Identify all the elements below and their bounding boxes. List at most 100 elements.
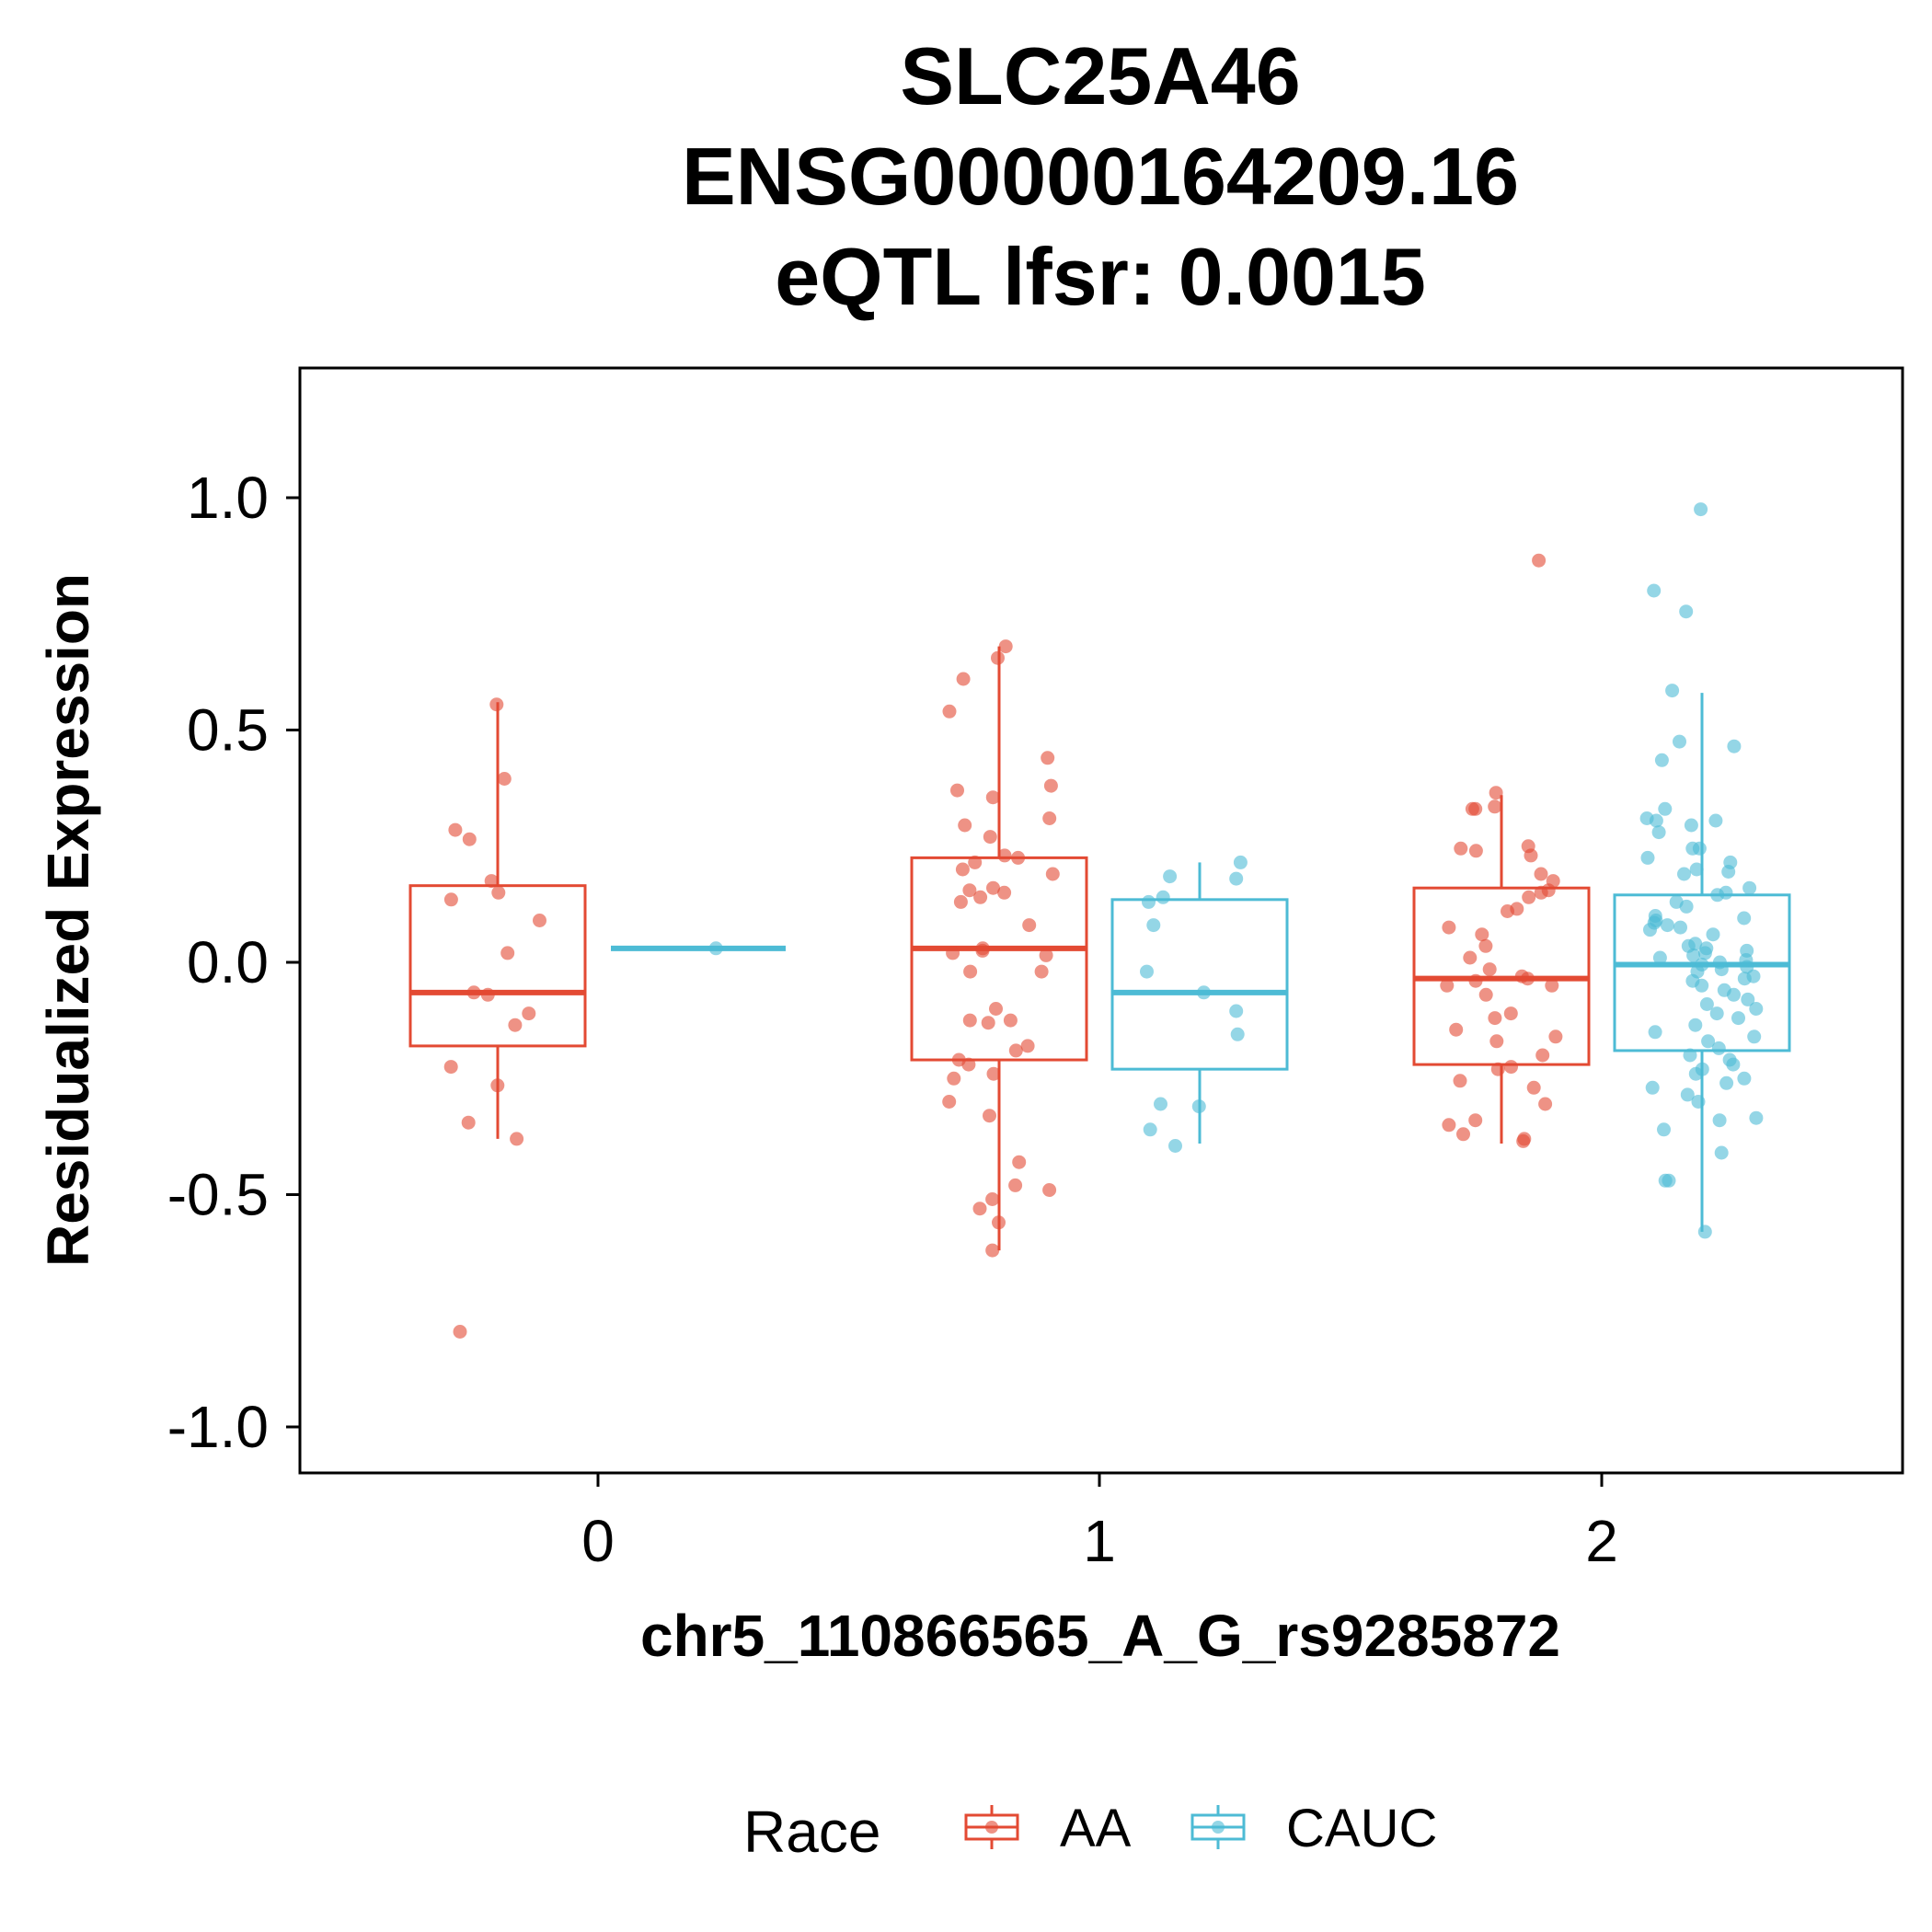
x-axis: 0 1 2 (581, 1473, 1618, 1574)
data-point-aa (975, 943, 990, 958)
data-point-aa (1516, 1133, 1531, 1148)
data-point-aa (992, 1215, 1006, 1230)
data-point-aa (986, 1066, 1001, 1081)
data-point-cauc (1679, 899, 1694, 914)
data-point-aa (1535, 1048, 1550, 1063)
data-point-aa (989, 1002, 1003, 1016)
data-point-aa (1442, 1118, 1456, 1133)
data-point-aa (972, 1202, 987, 1216)
data-point-aa (1534, 867, 1548, 881)
data-point-cauc (1741, 992, 1755, 1006)
legend: Race AA CAUC (743, 1799, 1437, 1865)
data-point-cauc (1726, 1057, 1741, 1072)
data-point-aa (1453, 1074, 1467, 1088)
data-point-aa (1468, 973, 1483, 988)
data-point-aa (466, 985, 481, 1000)
legend-key-cauc (1190, 1805, 1246, 1849)
data-point-aa (1020, 1039, 1035, 1053)
data-point-aa (1012, 1155, 1027, 1169)
data-point-cauc (1695, 978, 1709, 993)
data-point-aa (1478, 938, 1493, 953)
data-point-cauc (1684, 818, 1698, 833)
data-point-cauc (1233, 855, 1248, 869)
data-point-cauc (1649, 813, 1663, 828)
data-point-aa (1008, 1178, 1023, 1192)
data-point-aa (985, 790, 1000, 805)
data-point-cauc (1721, 865, 1736, 879)
data-point-cauc (1168, 1139, 1182, 1153)
data-point-aa (1504, 1060, 1518, 1075)
data-point-aa (480, 987, 495, 1002)
data-point-cauc (1673, 734, 1686, 749)
data-point-aa (955, 862, 970, 877)
data-point-cauc (1645, 1080, 1660, 1095)
data-point-aa (510, 1132, 524, 1146)
data-point-cauc (1640, 850, 1655, 865)
data-point-cauc (1697, 946, 1712, 960)
data-point-aa (962, 1013, 977, 1028)
data-point-aa (1478, 987, 1493, 1002)
data-point-cauc (1677, 867, 1691, 881)
data-point-cauc (1749, 1002, 1764, 1016)
box-aa-0 (408, 702, 587, 1139)
data-point-cauc (1747, 1029, 1762, 1044)
y-tick-label: 1.0 (187, 465, 269, 531)
data-point-aa (443, 1060, 458, 1075)
data-point-aa (1522, 890, 1536, 904)
data-point-cauc (1647, 583, 1662, 598)
data-point-aa (958, 818, 972, 833)
data-point-aa (981, 1016, 995, 1030)
data-point-cauc (1660, 918, 1674, 933)
data-point-aa (961, 1057, 976, 1072)
data-point-aa (1503, 1006, 1518, 1021)
data-point-aa (985, 1192, 1000, 1206)
data-point-aa (1501, 904, 1514, 918)
data-point-aa (1475, 927, 1489, 942)
data-point-cauc (1163, 869, 1178, 884)
data-point-cauc (1737, 972, 1752, 986)
data-point-aa (1468, 1113, 1483, 1128)
data-point-aa (489, 697, 504, 712)
data-point-aa (997, 848, 1012, 863)
data-point-cauc (1697, 1225, 1712, 1239)
data-point-cauc (1711, 1041, 1726, 1055)
data-point-aa (490, 1078, 505, 1093)
legend-label-aa: AA (1060, 1799, 1132, 1858)
data-point-aa (950, 783, 964, 798)
data-point-aa (462, 832, 477, 846)
data-point-aa (533, 914, 546, 927)
data-point-cauc (1719, 1075, 1734, 1090)
data-point-aa (443, 892, 458, 907)
data-point-aa (1465, 801, 1479, 816)
data-point-aa (491, 885, 506, 900)
data-point-cauc (1654, 753, 1669, 767)
legend-key-point (1212, 1821, 1225, 1834)
data-point-cauc (1229, 1004, 1244, 1018)
data-point-aa (983, 1109, 996, 1123)
data-point-aa (1468, 844, 1483, 858)
data-point-cauc (1146, 918, 1161, 933)
data-point-cauc (1657, 1122, 1671, 1137)
data-point-aa (461, 1115, 476, 1130)
data-point-aa (1488, 799, 1502, 814)
data-point-aa (985, 1243, 1000, 1258)
box-iqr (1110, 898, 1289, 1071)
data-point-cauc (1727, 987, 1741, 1002)
data-point-aa (448, 822, 463, 837)
data-point-aa (946, 946, 960, 960)
data-point-aa (1011, 850, 1026, 865)
data-point-aa (1440, 978, 1455, 993)
data-point-aa (453, 1325, 467, 1339)
legend-key-aa (964, 1805, 1019, 1849)
data-point-aa (956, 672, 971, 686)
data-point-aa (500, 946, 515, 960)
x-tick-label: 2 (1585, 1508, 1618, 1574)
data-point-cauc (1648, 1025, 1662, 1040)
data-point-cauc (1142, 894, 1156, 909)
data-point-aa (1008, 1043, 1023, 1058)
data-point-aa (983, 830, 997, 845)
data-point-aa (1454, 841, 1468, 856)
y-tick-label: -1.0 (167, 1394, 269, 1460)
data-point-cauc (1679, 604, 1694, 619)
data-point-cauc (1686, 948, 1701, 962)
